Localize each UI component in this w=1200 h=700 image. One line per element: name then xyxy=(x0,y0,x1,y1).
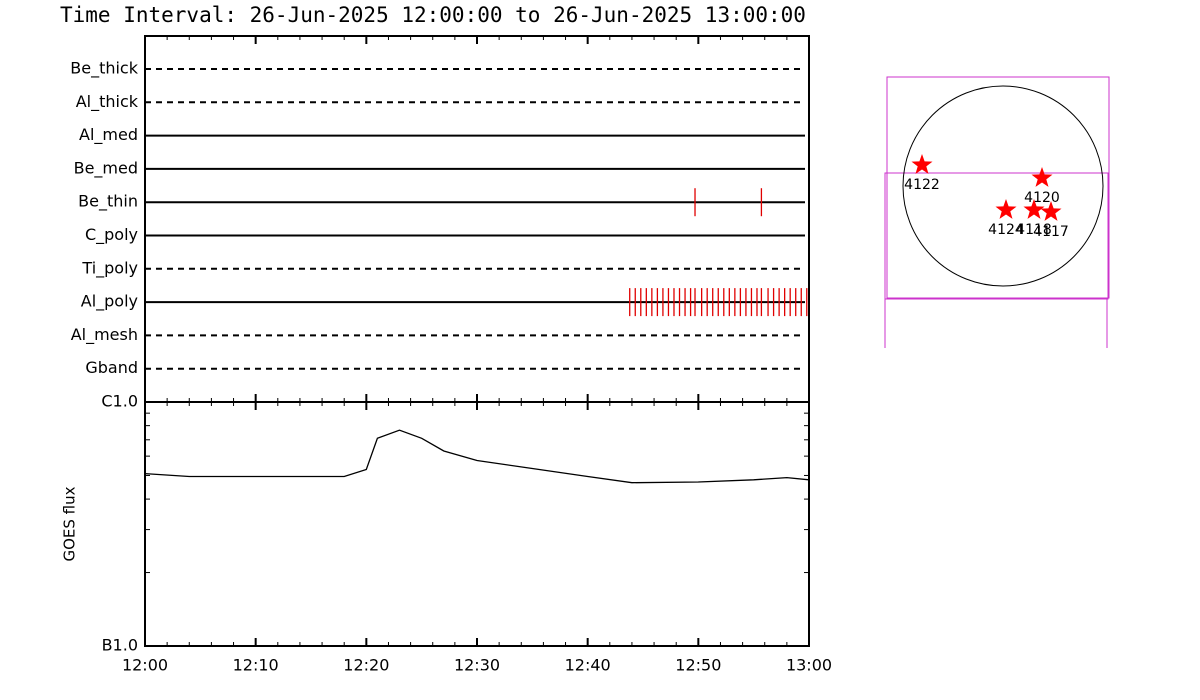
region-label: 4124 xyxy=(988,222,1024,238)
x-tick-label: 12:10 xyxy=(233,656,279,675)
region-star xyxy=(1040,201,1062,221)
row-label: C_poly xyxy=(85,225,138,245)
chart-title: Time Interval: 26-Jun-2025 12:00:00 to 2… xyxy=(60,3,806,27)
solar-disk xyxy=(902,85,1104,287)
row-label: Be_thin xyxy=(78,192,138,212)
row-label: Al_poly xyxy=(81,292,138,312)
row-label: Be_thick xyxy=(70,59,138,79)
region-label: 4118 xyxy=(1016,222,1052,238)
y-axis-label: GOES flux xyxy=(61,486,79,561)
x-tick-label: 13:00 xyxy=(786,656,832,675)
region-star xyxy=(995,199,1017,219)
row-label: Al_mesh xyxy=(71,325,138,345)
region-label: 4122 xyxy=(904,177,940,193)
row-label: Ti_poly xyxy=(81,258,138,278)
row-label: Al_med xyxy=(79,125,138,145)
y-tick-label: C1.0 xyxy=(101,392,138,411)
region-star xyxy=(911,154,933,174)
region-star xyxy=(1031,167,1053,187)
fov-box xyxy=(886,76,1110,299)
row-label: Gband xyxy=(85,358,138,377)
region-star xyxy=(1023,199,1045,219)
x-tick-label: 12:00 xyxy=(122,656,168,675)
region-label: 4120 xyxy=(1024,190,1060,206)
row-label: Be_med xyxy=(74,158,138,178)
goes-line xyxy=(144,429,810,484)
fov-box xyxy=(884,172,1109,300)
x-tick-label: 12:20 xyxy=(343,656,389,675)
x-tick-label: 12:40 xyxy=(565,656,611,675)
x-tick-label: 12:30 xyxy=(454,656,500,675)
row-label: Al_thick xyxy=(76,92,139,112)
y-tick-label: B1.0 xyxy=(102,636,138,655)
region-label: 4117 xyxy=(1033,224,1069,240)
x-tick-label: 12:50 xyxy=(675,656,721,675)
